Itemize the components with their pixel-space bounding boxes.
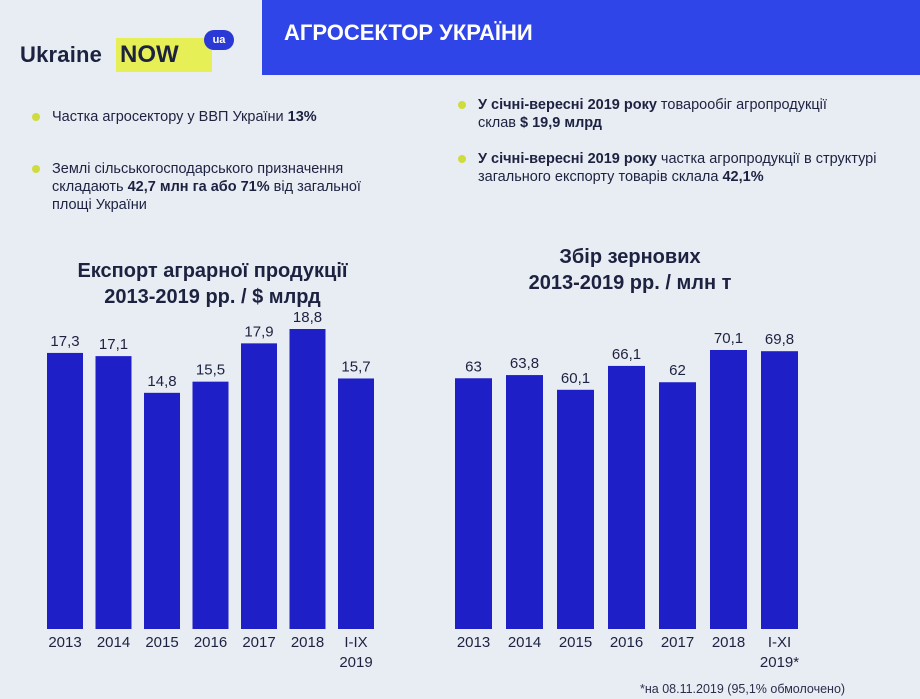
bullet-right-0-text-1: товарообіг агропродукції склав bbox=[478, 97, 827, 131]
bullet-right-0-text-2: $ 19,9 млрд bbox=[520, 115, 602, 131]
header-banner: АГРОСЕКТОР УКРАЇНИ bbox=[262, 0, 920, 75]
tick-label-export-1: 2014 bbox=[97, 634, 130, 651]
tick-label-export-2: 2015 bbox=[145, 634, 178, 651]
bullet-left-1-text-2: від загальної площі України bbox=[52, 179, 361, 213]
chart-title-export-line2: 2013-2019 рр. / $ млрд bbox=[104, 286, 321, 308]
value-label-grain-1: 63,8 bbox=[510, 355, 539, 372]
bar-export-3 bbox=[192, 381, 229, 629]
bullet-right-1-text-1: частка агропродукції в структурі загальн… bbox=[478, 151, 877, 185]
value-label-grain-2: 60,1 bbox=[561, 370, 590, 387]
logo-word-now: NOW bbox=[120, 41, 179, 68]
value-label-export-5: 18,8 bbox=[293, 309, 322, 326]
bar-grain-3 bbox=[608, 365, 645, 629]
tick-label-grain-2: 2015 bbox=[559, 634, 592, 651]
tick-label-export-4: 2017 bbox=[242, 634, 275, 651]
tick-label-export-0: 2013 bbox=[48, 634, 81, 651]
tick-label-export-5: 2018 bbox=[291, 634, 324, 651]
bar-export-1 bbox=[95, 356, 132, 629]
tick-label-grain-6: I-XI bbox=[768, 634, 791, 651]
value-label-grain-4: 62 bbox=[669, 362, 686, 379]
chart-title-grain-line1: Збір зернових bbox=[559, 246, 701, 268]
value-label-export-2: 14,8 bbox=[147, 373, 176, 390]
bullet-right-0-text-0: У січні-вересні 2019 року bbox=[478, 97, 657, 113]
bullet-dot bbox=[458, 155, 466, 163]
bar-grain-0 bbox=[455, 378, 492, 629]
bullet-left-0-text-0: Частка агросектору у ВВП України bbox=[52, 109, 288, 125]
chart-title-grain: Збір зернових 2013-2019 рр. / млн т bbox=[460, 244, 800, 296]
bar-export-0 bbox=[47, 352, 83, 629]
value-label-grain-3: 66,1 bbox=[612, 346, 641, 363]
value-label-export-4: 17,9 bbox=[244, 323, 273, 340]
bar-export-4 bbox=[241, 343, 277, 629]
bullet-dot bbox=[32, 165, 40, 173]
chart-title-export-line1: Експорт аграрної продукції bbox=[77, 260, 348, 282]
bullet-left-1-text-0: Землі сільськогосподарського призначення… bbox=[52, 161, 344, 195]
bullet-dot bbox=[32, 113, 40, 121]
tick-label-grain-5: 2018 bbox=[712, 634, 745, 651]
value-label-grain-5: 70,1 bbox=[714, 330, 743, 347]
bar-export-5 bbox=[289, 329, 326, 629]
bar-export-6 bbox=[338, 378, 374, 629]
logo-highlight bbox=[116, 38, 212, 72]
bullet-dot bbox=[458, 101, 466, 109]
bullet-left-0-text-1: 13% bbox=[287, 109, 317, 125]
tick-label-grain-3: 2016 bbox=[610, 634, 643, 651]
tick-label-grain-6-line2: 2019* bbox=[760, 654, 799, 671]
bullet-trade-turnover: У січні-вересні 2019 року товарообіг агр… bbox=[458, 96, 828, 132]
bullet-right-1-text-0: У січні-вересні 2019 року bbox=[478, 151, 657, 167]
value-label-grain-0: 63 bbox=[465, 358, 482, 375]
value-label-export-0: 17,3 bbox=[50, 333, 79, 350]
logo-ua-badge: ua bbox=[204, 30, 234, 50]
value-label-export-6: 15,7 bbox=[341, 358, 370, 375]
footnote: *на 08.11.2019 (95,1% обмолочено) bbox=[640, 682, 846, 696]
bar-grain-6 bbox=[761, 351, 798, 629]
bar-grain-2 bbox=[557, 389, 594, 629]
bar-export-2 bbox=[144, 392, 180, 629]
page-title: АГРОСЕКТОР УКРАЇНИ bbox=[284, 20, 533, 45]
bullet-agri-land: Землі сільськогосподарського призначення… bbox=[32, 160, 402, 214]
tick-label-export-3: 2016 bbox=[194, 634, 227, 651]
bullet-gdp-share: Частка агросектору у ВВП України 13% bbox=[32, 108, 412, 126]
tick-label-export-6: I-IX bbox=[344, 634, 367, 651]
bar-grain-1 bbox=[506, 375, 543, 629]
tick-label-export-6-line2: 2019 bbox=[339, 654, 372, 671]
value-label-export-1: 17,1 bbox=[99, 336, 128, 353]
chart-title-export: Експорт аграрної продукції 2013-2019 рр.… bbox=[30, 258, 395, 310]
tick-label-grain-1: 2014 bbox=[508, 634, 541, 651]
bullet-export-share: У січні-вересні 2019 року частка агропро… bbox=[458, 150, 878, 186]
bar-grain-4 bbox=[659, 382, 696, 629]
tick-label-grain-4: 2017 bbox=[661, 634, 694, 651]
bullet-right-1-text-2: 42,1% bbox=[722, 169, 764, 185]
value-label-grain-6: 69,8 bbox=[765, 331, 794, 348]
value-label-export-3: 15,5 bbox=[196, 362, 225, 379]
bullet-left-1-text-1: 42,7 млн га або 71% bbox=[127, 179, 270, 195]
chart-title-grain-line2: 2013-2019 рр. / млн т bbox=[528, 272, 732, 294]
bar-grain-5 bbox=[710, 350, 747, 629]
tick-label-grain-0: 2013 bbox=[457, 634, 490, 651]
logo-word-ukraine: Ukraine bbox=[20, 42, 103, 67]
